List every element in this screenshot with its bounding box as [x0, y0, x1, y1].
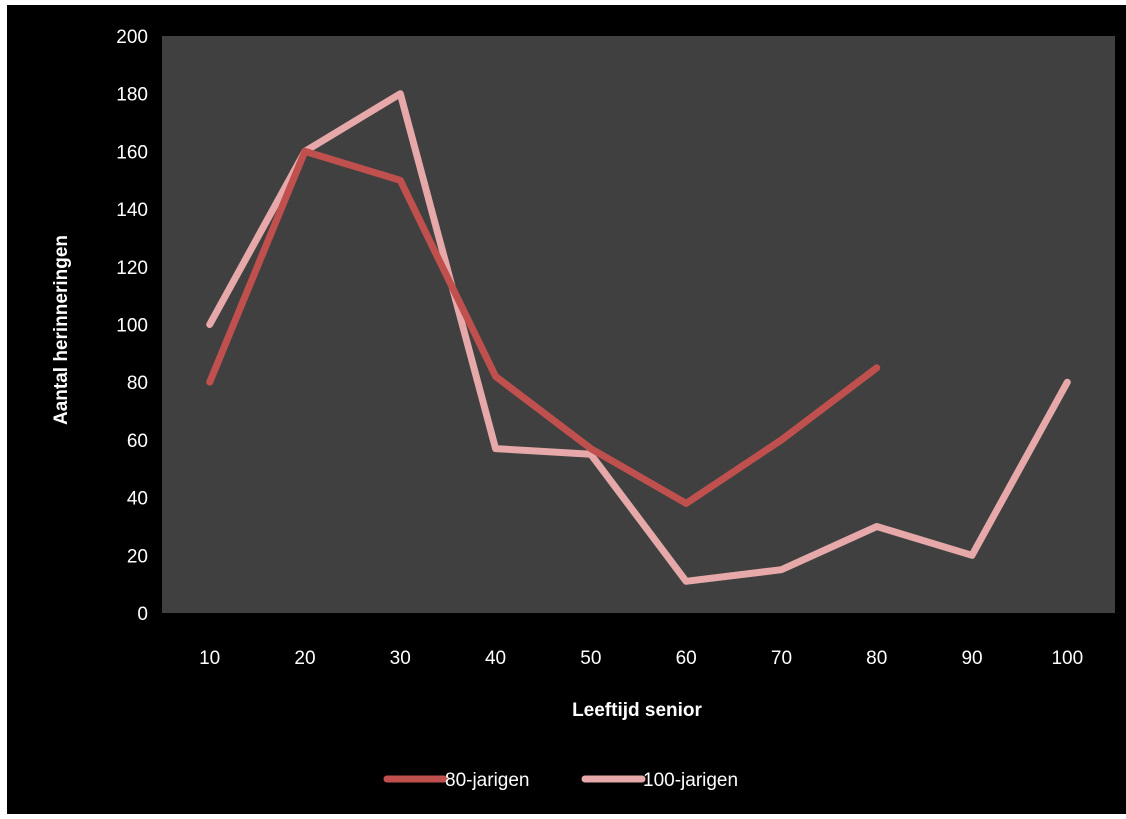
y-tick-label: 60 [127, 431, 148, 452]
plot-area [162, 36, 1115, 613]
y-axis-ticks: 0 20 40 60 80 100 120 140 160 180 200 [116, 27, 148, 625]
y-tick-label: 140 [116, 200, 148, 221]
y-axis-title: Aantal herinneringen [51, 235, 72, 425]
y-tick-label: 0 [137, 604, 148, 625]
legend: 80-jarigen 100-jarigen [383, 770, 738, 791]
legend-label-100-jarigen: 100-jarigen [643, 770, 738, 791]
x-tick-label: 90 [961, 648, 982, 669]
line-chart: 0 20 40 60 80 100 120 140 160 180 200 10 20 30 40 50 60… [51, 27, 1115, 791]
x-tick-label: 20 [294, 648, 315, 669]
x-tick-label: 70 [771, 648, 792, 669]
series-lines [206, 90, 1071, 585]
y-tick-label: 20 [127, 546, 148, 567]
y-tick-label: 160 [116, 142, 148, 163]
y-tick-label: 180 [116, 85, 148, 106]
x-tick-label: 60 [676, 648, 697, 669]
x-tick-label: 30 [390, 648, 411, 669]
y-tick-label: 100 [116, 316, 148, 337]
chart-frame: 0 20 40 60 80 100 120 140 160 180 200 10 20 30 40 50 60… [7, 5, 1126, 814]
x-tick-label: 10 [199, 648, 220, 669]
x-tick-label: 40 [485, 648, 506, 669]
series-line-100-jarigen [206, 90, 1071, 585]
legend-label-80-jarigen: 80-jarigen [445, 770, 530, 791]
y-tick-label: 200 [116, 27, 148, 48]
y-tick-label: 80 [127, 373, 148, 394]
x-axis-title: Leeftijd senior [572, 700, 702, 721]
y-tick-label: 40 [127, 489, 148, 510]
x-tick-label: 80 [866, 648, 887, 669]
y-tick-label: 120 [116, 258, 148, 279]
x-axis-ticks: 10 20 30 40 50 60 70 80 90 100 [199, 648, 1083, 669]
x-tick-label: 100 [1051, 648, 1083, 669]
x-tick-label: 50 [580, 648, 601, 669]
series-line-80-jarigen [206, 147, 881, 507]
